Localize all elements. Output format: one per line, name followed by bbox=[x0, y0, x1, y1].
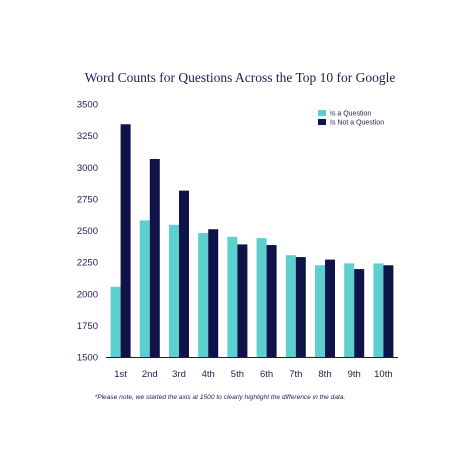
x-tick-label: 9th bbox=[348, 369, 361, 380]
y-axis: 1500 1750 2000 2250 2500 2750 3000 3250 3500 bbox=[77, 100, 98, 364]
legend-swatch bbox=[318, 119, 326, 125]
y-tick-label: 2750 bbox=[77, 194, 98, 205]
x-tick-label: 7th bbox=[289, 369, 302, 380]
bar-is-not-a-question bbox=[295, 257, 306, 357]
bar-is-not-a-question bbox=[179, 190, 189, 357]
x-tick-label: 10th bbox=[374, 369, 393, 380]
y-tick-label: 2250 bbox=[77, 258, 98, 269]
bar-is-not-a-question bbox=[120, 124, 131, 358]
legend-label: Is a Question bbox=[330, 111, 371, 118]
y-tick-label: 2500 bbox=[77, 226, 98, 237]
x-tick-label: 1st bbox=[114, 369, 127, 380]
bar-is-not-a-question bbox=[325, 259, 335, 357]
footnote: *Please note, we started the axis at 150… bbox=[95, 394, 346, 401]
x-tick-label: 8th bbox=[318, 369, 331, 380]
bar-is-not-a-question bbox=[149, 159, 160, 357]
bar-is-a-question bbox=[256, 238, 267, 357]
x-tick-label: 5th bbox=[231, 369, 244, 380]
y-tick-label: 3500 bbox=[77, 100, 98, 111]
bar-is-not-a-question bbox=[237, 244, 248, 357]
legend-label: Is Not a Question bbox=[330, 120, 384, 127]
bar-is-not-a-question bbox=[354, 269, 365, 357]
y-tick-label: 3000 bbox=[77, 163, 98, 174]
bar-is-a-question bbox=[373, 263, 384, 357]
legend-swatch bbox=[318, 110, 326, 116]
bars bbox=[110, 124, 394, 358]
y-tick-label: 1750 bbox=[77, 321, 98, 332]
x-tick-label: 6th bbox=[260, 369, 273, 380]
bar-is-a-question bbox=[198, 233, 209, 357]
bar-is-a-question bbox=[344, 263, 355, 357]
x-tick-label: 3rd bbox=[172, 369, 186, 380]
bar-is-a-question bbox=[139, 220, 150, 357]
bar-is-a-question bbox=[315, 265, 325, 357]
chart-title: Word Counts for Questions Across the Top… bbox=[85, 70, 396, 85]
y-tick-label: 3250 bbox=[77, 131, 98, 142]
bar-is-not-a-question bbox=[208, 229, 219, 357]
bar-is-a-question bbox=[227, 236, 238, 357]
y-tick-label: 2000 bbox=[77, 289, 98, 300]
y-tick-label: 1500 bbox=[77, 353, 98, 364]
bar-is-a-question bbox=[285, 255, 296, 357]
bar-is-not-a-question bbox=[383, 265, 394, 357]
bar-is-a-question bbox=[169, 224, 179, 357]
x-tick-label: 4th bbox=[202, 369, 215, 380]
legend: Is a Question Is Not a Question bbox=[318, 110, 384, 127]
x-axis: 1st 2nd 3rd 4th 5th 6th 7th 8th 9th 10th bbox=[114, 369, 392, 380]
x-tick-label: 2nd bbox=[142, 369, 158, 380]
bar-is-a-question bbox=[110, 286, 121, 357]
bar-is-not-a-question bbox=[266, 245, 277, 357]
